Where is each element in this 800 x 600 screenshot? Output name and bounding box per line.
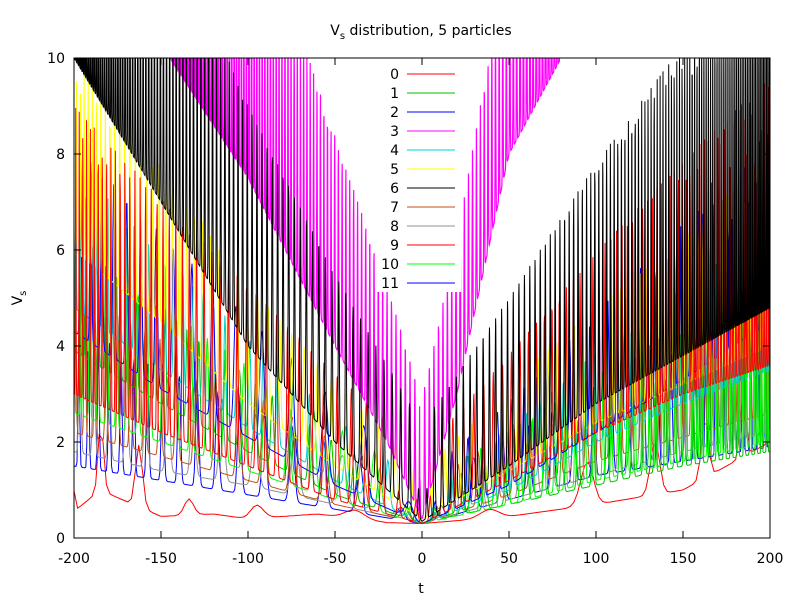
x-axis-label: t	[418, 581, 424, 597]
legend-label-6: 6	[390, 181, 399, 197]
legend-label-11: 11	[381, 276, 399, 292]
series-line-1	[74, 231, 770, 524]
x-tick-label: 150	[670, 551, 697, 567]
chart-title: Vs distribution, 5 particles	[330, 23, 511, 42]
y-tick-label: 4	[56, 339, 65, 355]
x-tick-label: -200	[58, 551, 90, 567]
legend-label-0: 0	[390, 67, 399, 83]
legend-label-3: 3	[390, 124, 399, 140]
y-tick-label: 2	[56, 435, 65, 451]
legend-label-8: 8	[390, 219, 399, 235]
y-tick-label: 0	[56, 531, 65, 547]
x-tick-label: 0	[418, 551, 427, 567]
series-line-9	[74, 83, 770, 525]
legend-background	[375, 62, 461, 292]
legend: 0 1 2 3 4 5 6 7 8 9 10 11	[375, 62, 461, 292]
series-layer	[74, 58, 770, 525]
legend-label-10: 10	[381, 257, 399, 273]
legend-label-7: 7	[390, 200, 399, 216]
y-tick-label: 10	[47, 51, 65, 67]
legend-label-2: 2	[390, 105, 399, 121]
x-tick-label: -150	[145, 551, 177, 567]
x-tick-label: -100	[232, 551, 264, 567]
x-tick-label: 200	[757, 551, 784, 567]
x-tick-label: 100	[583, 551, 610, 567]
legend-label-1: 1	[390, 86, 399, 102]
legend-label-4: 4	[390, 143, 399, 159]
series-line-6	[74, 58, 770, 522]
y-tick-label: 8	[56, 147, 65, 163]
legend-label-9: 9	[390, 238, 399, 254]
y-tick-label: 6	[56, 243, 65, 259]
y-axis-label: Vs	[10, 291, 29, 306]
x-tick-label: -50	[324, 551, 347, 567]
series-line-3	[169, 58, 562, 520]
legend-label-5: 5	[390, 162, 399, 178]
x-tick-label: 50	[500, 551, 518, 567]
